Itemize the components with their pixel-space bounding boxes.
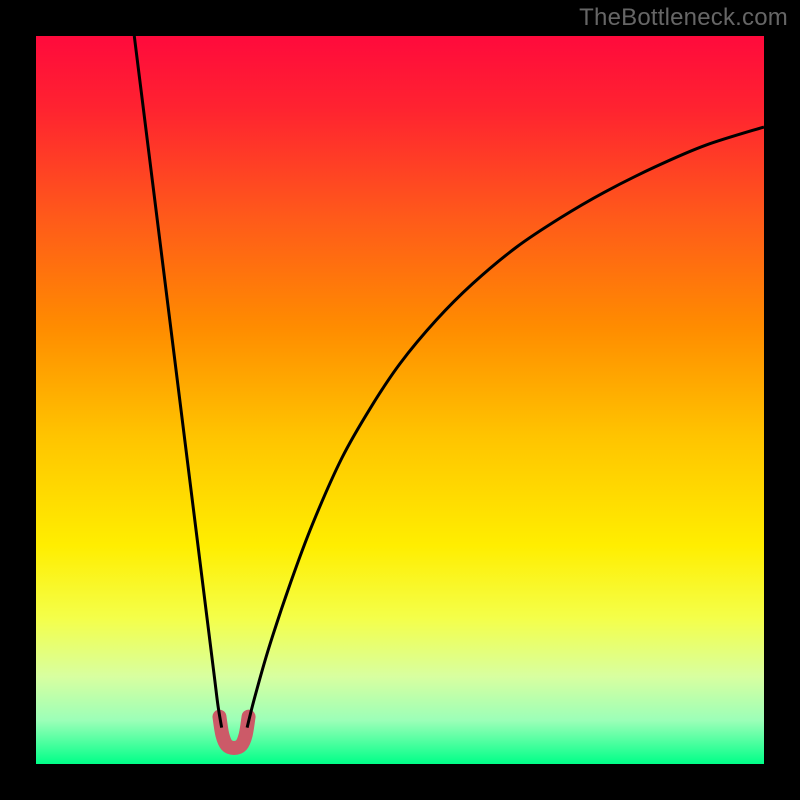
gradient-plot-area xyxy=(36,36,764,764)
figure-stage: TheBottleneck.com xyxy=(0,0,800,800)
plot-svg xyxy=(0,0,800,800)
watermark-text: TheBottleneck.com xyxy=(579,4,788,32)
